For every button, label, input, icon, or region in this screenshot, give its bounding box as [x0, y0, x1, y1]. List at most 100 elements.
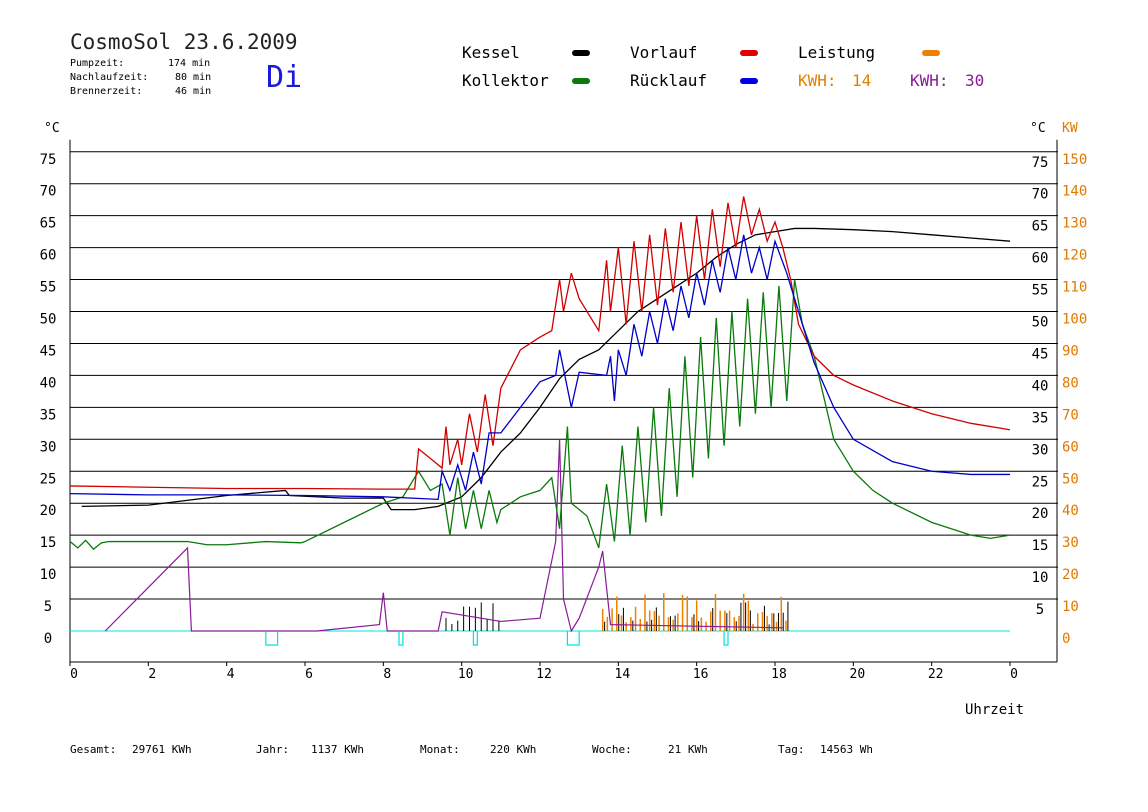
y-tick-label-right-c: 10 — [1032, 570, 1049, 586]
y-tick-label-right-c: 15 — [1032, 538, 1049, 554]
y-tick-label-right-c: 20 — [1032, 506, 1049, 522]
y-tick-label-left: 20 — [40, 503, 57, 519]
y-tick-label-left: 45 — [40, 343, 57, 359]
pump-marker — [472, 631, 478, 646]
footer-gesamt-label: Gesamt: — [70, 743, 117, 756]
series-line-vorlauf — [69, 196, 1011, 490]
y-tick-label-left: 0 — [44, 631, 52, 647]
y-tick-label-left: 5 — [44, 599, 52, 615]
x-tick-label: 22 — [928, 667, 944, 682]
pump-marker — [265, 631, 279, 646]
y-tick-label-left: 10 — [40, 567, 57, 583]
kwh-2-value: 30 — [965, 71, 985, 90]
y-tick-label-left: 40 — [40, 375, 57, 391]
pump-marker — [566, 631, 580, 646]
legend-kessel-label: Kessel — [462, 43, 520, 62]
legend-kollektor-swatch — [572, 78, 590, 84]
y-tick-label-right-kw: 30 — [1062, 535, 1079, 551]
legend-kollektor-label: Kollektor — [462, 71, 549, 90]
series-line-ruecklauf — [69, 234, 1010, 501]
footer-tag-value: 14563 Wh — [820, 743, 873, 756]
x-tick-label: 8 — [383, 667, 391, 682]
x-tick-label: 0 — [70, 667, 78, 682]
kwh-1-label: KWH: — [798, 71, 837, 90]
footer-monat-label: Monat: — [420, 743, 460, 756]
kwh-curve — [104, 439, 783, 633]
y-tick-label-right-kw: 70 — [1062, 407, 1079, 423]
y-tick-label-right-kw: 60 — [1062, 439, 1079, 455]
x-tick-label: 0 — [1010, 667, 1018, 682]
y-tick-label-right-c: 5 — [1036, 602, 1044, 618]
pump-marker — [398, 631, 404, 646]
kwh-1-value: 14 — [852, 71, 872, 90]
weekday-label: Di — [266, 60, 303, 95]
stat-label-nachlaufzeit: Nachlaufzeit: — [70, 72, 149, 83]
y-tick-label-right-kw: 120 — [1062, 248, 1087, 264]
y-tick-label-right-kw: 110 — [1062, 280, 1087, 296]
stat-value-nachlaufzeit: 80 min — [175, 72, 212, 83]
stat-label-brennerzeit: Brennerzeit: — [70, 86, 143, 97]
footer-gesamt-value: 29761 KWh — [132, 743, 192, 756]
chart-grid — [70, 151, 1058, 600]
footer-jahr-value: 1137 KWh — [311, 743, 364, 756]
y-tick-label-right-kw: 20 — [1062, 567, 1079, 583]
y-tick-label-right-c: 55 — [1032, 283, 1049, 299]
x-tick-label: 18 — [771, 667, 787, 682]
footer-woche-label: Woche: — [592, 743, 632, 756]
y-tick-label-right-c: 30 — [1032, 442, 1049, 458]
legend-ruecklauf-swatch — [740, 78, 758, 84]
y-tick-label-left: 60 — [40, 248, 57, 264]
y-axis-unit-right-c: °C — [1030, 121, 1046, 136]
y-tick-label-left: 55 — [40, 280, 57, 296]
legend-kessel-swatch — [572, 50, 590, 56]
series-line-kessel — [81, 227, 1011, 511]
y-tick-label-left: 50 — [40, 312, 57, 328]
x-tick-label: 6 — [305, 667, 313, 682]
x-tick-label: 12 — [536, 667, 552, 682]
chart-tick-labels: 0510152025303540455055606570755101520253… — [40, 152, 1088, 682]
y-axis-unit-left: °C — [44, 121, 60, 136]
power-bars — [104, 439, 789, 646]
stat-value-pumpzeit: 174 min — [168, 58, 211, 69]
y-tick-label-right-kw: 50 — [1062, 471, 1079, 487]
kwh-2-label: KWH: — [910, 71, 949, 90]
legend-leistung-swatch — [922, 50, 940, 56]
y-axis-unit-right-kw: KW — [1062, 121, 1078, 136]
footer-jahr-label: Jahr: — [256, 743, 290, 756]
x-tick-label: 2 — [148, 667, 156, 682]
y-tick-label-left: 75 — [40, 152, 57, 168]
y-tick-label-right-c: 65 — [1032, 219, 1049, 235]
x-tick-label: 20 — [850, 667, 866, 682]
y-tick-label-right-c: 40 — [1032, 378, 1049, 394]
x-tick-label: 14 — [615, 667, 631, 682]
footer-monat-value: 220 KWh — [490, 743, 537, 756]
chart-title: CosmoSol 23.6.2009 — [70, 30, 298, 54]
y-tick-label-right-c: 35 — [1032, 410, 1049, 426]
series-line-kollektor — [69, 279, 1011, 551]
y-tick-label-right-kw: 80 — [1062, 375, 1079, 391]
x-axis-label: Uhrzeit — [965, 702, 1025, 718]
y-tick-label-left: 70 — [40, 184, 57, 200]
y-tick-label-left: 25 — [40, 471, 57, 487]
y-tick-label-right-c: 60 — [1032, 251, 1049, 267]
y-tick-label-right-kw: 0 — [1062, 631, 1070, 647]
stat-label-pumpzeit: Pumpzeit: — [70, 58, 125, 69]
legend-ruecklauf-label: Rücklauf — [630, 71, 708, 90]
legend-vorlauf-label: Vorlauf — [630, 43, 698, 62]
legend-leistung-label: Leistung — [798, 43, 876, 62]
y-tick-label-left: 15 — [40, 535, 57, 551]
y-tick-label-right-c: 70 — [1032, 187, 1049, 203]
y-tick-label-right-c: 50 — [1032, 315, 1049, 331]
y-tick-label-right-kw: 90 — [1062, 343, 1079, 359]
legend-vorlauf-swatch — [740, 50, 758, 56]
chart-series — [69, 196, 1011, 551]
x-tick-label: 16 — [693, 667, 709, 682]
y-tick-label-right-kw: 150 — [1062, 152, 1087, 168]
y-tick-label-right-kw: 40 — [1062, 503, 1079, 519]
x-tick-label: 10 — [458, 667, 474, 682]
footer-woche-value: 21 KWh — [668, 743, 708, 756]
y-tick-label-left: 35 — [40, 407, 57, 423]
y-tick-label-right-kw: 100 — [1062, 312, 1087, 328]
y-tick-label-right-kw: 10 — [1062, 599, 1079, 615]
